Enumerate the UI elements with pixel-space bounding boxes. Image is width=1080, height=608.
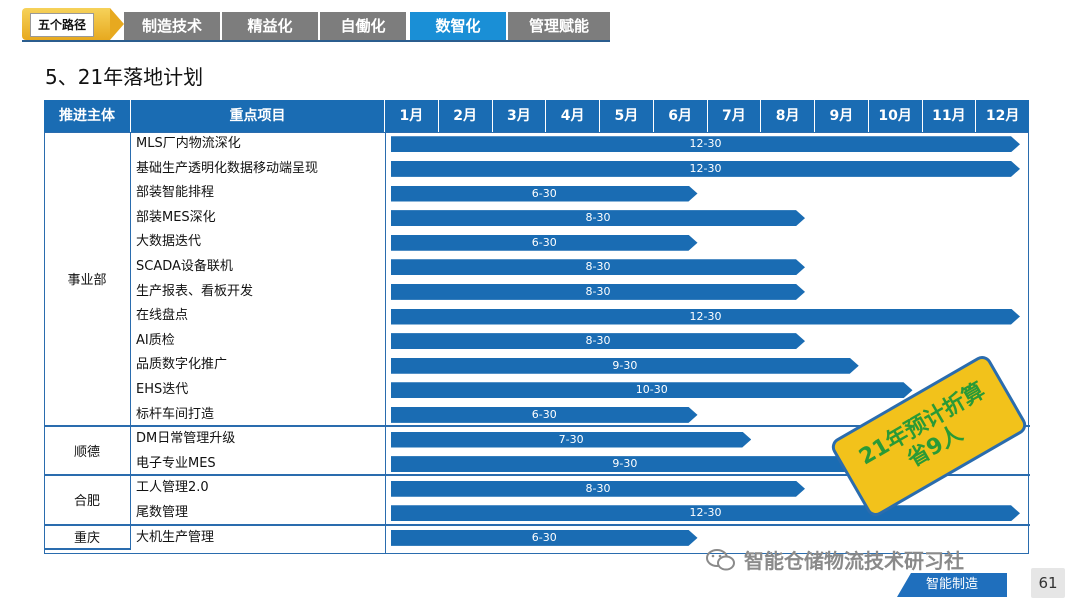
header-month-3: 3月 <box>492 100 547 132</box>
project-name: EHS迭代 <box>136 382 189 397</box>
nav-path-label: 五个路径 <box>30 13 94 37</box>
project-name: 工人管理2.0 <box>136 480 209 496</box>
project-name: 大数据迭代 <box>136 234 202 250</box>
footer-tag: 智能制造 <box>897 573 1007 597</box>
group-divider <box>131 425 1030 428</box>
table-border <box>44 132 1029 554</box>
group-divider <box>131 474 1030 477</box>
schedule-bar: 9-30 <box>391 358 859 374</box>
schedule-bar: 6-30 <box>391 530 698 546</box>
schedule-bar: 6-30 <box>391 407 698 423</box>
nav-arrow-icon <box>110 8 124 40</box>
group-cell: 顺德 <box>44 427 131 477</box>
schedule-bar: 12-30 <box>391 161 1020 177</box>
group-cell: 事业部 <box>44 132 131 428</box>
project-name: 标杆车间打造 <box>136 406 215 422</box>
header-month-5: 5月 <box>600 100 654 132</box>
schedule-bar: 9-30 <box>391 456 859 472</box>
group-divider <box>131 523 1030 526</box>
header-project: 重点项目 <box>131 100 385 132</box>
schedule-bar: 12-30 <box>391 505 1020 521</box>
schedule-bar: 12-30 <box>391 309 1020 325</box>
project-name: 品质数字化推广 <box>136 357 228 373</box>
header-month-12: 12月 <box>976 100 1030 132</box>
project-name: 电子专业MES <box>136 455 216 471</box>
header-month-7: 7月 <box>707 100 762 132</box>
wechat-icon <box>706 548 735 570</box>
nav-tab-jidoka[interactable]: 自働化 <box>320 12 406 40</box>
path-nav: 五个路径 制造技术 精益化 自働化 数智化 管理赋能 <box>22 8 642 40</box>
nav-tab-management[interactable]: 管理赋能 <box>508 12 610 40</box>
nav-tab-manufacturing-tech[interactable]: 制造技术 <box>124 12 220 40</box>
header-month-2: 2月 <box>438 100 493 132</box>
header-month-1: 1月 <box>385 100 439 132</box>
header-month-4: 4月 <box>546 100 600 132</box>
project-name: SCADA设备联机 <box>136 259 233 274</box>
watermark-text: 智能仓储物流技术研习社 <box>744 549 964 573</box>
schedule-bar: 10-30 <box>391 382 913 398</box>
schedule-bar: 8-30 <box>391 481 805 497</box>
header-month-8: 8月 <box>761 100 815 132</box>
page-number: 61 <box>1031 568 1065 598</box>
group-cell: 合肥 <box>44 476 131 526</box>
nav-underline <box>22 40 610 42</box>
project-name: 部装MES深化 <box>136 209 216 225</box>
project-name: 尾数管理 <box>136 505 189 520</box>
header-month-11: 11月 <box>922 100 977 132</box>
schedule-bar: 12-30 <box>391 136 1020 152</box>
column-separator <box>385 132 386 554</box>
project-name: DM日常管理升级 <box>136 431 236 447</box>
project-name: 部装智能排程 <box>136 185 215 201</box>
project-name: AI质检 <box>136 332 175 348</box>
header-month-6: 6月 <box>653 100 708 132</box>
schedule-bar: 8-30 <box>391 284 805 300</box>
nav-path-label-box: 五个路径 <box>22 8 110 40</box>
project-name: 大机生产管理 <box>136 529 215 545</box>
project-name: MLS厂内物流深化 <box>136 136 241 151</box>
plan-table: 推进主体 重点项目 1月 2月 3月 4月 5月 6月 7月 8月 9月 10月 11月 12月事业部… <box>44 100 1030 554</box>
schedule-bar: 6-30 <box>391 235 698 251</box>
project-name: 生产报表、看板开发 <box>136 283 254 299</box>
header-month-9: 9月 <box>815 100 869 132</box>
project-name: 基础生产透明化数据移动端呈现 <box>136 160 319 176</box>
project-name: 在线盘点 <box>136 308 189 324</box>
schedule-bar: 6-30 <box>391 186 698 202</box>
schedule-bar: 8-30 <box>391 259 805 275</box>
header-owner: 推进主体 <box>44 100 131 132</box>
header-month-10: 10月 <box>868 100 923 132</box>
schedule-bar: 8-30 <box>391 210 805 226</box>
schedule-bar: 7-30 <box>391 432 751 448</box>
watermark: 智能仓储物流技术研习社 <box>706 545 964 574</box>
page-title: 5、21年落地计划 <box>45 65 204 89</box>
nav-tab-digital-intelligence[interactable]: 数智化 <box>410 12 506 40</box>
schedule-bar: 8-30 <box>391 333 805 349</box>
group-cell: 重庆 <box>44 525 131 551</box>
nav-tab-lean[interactable]: 精益化 <box>222 12 318 40</box>
